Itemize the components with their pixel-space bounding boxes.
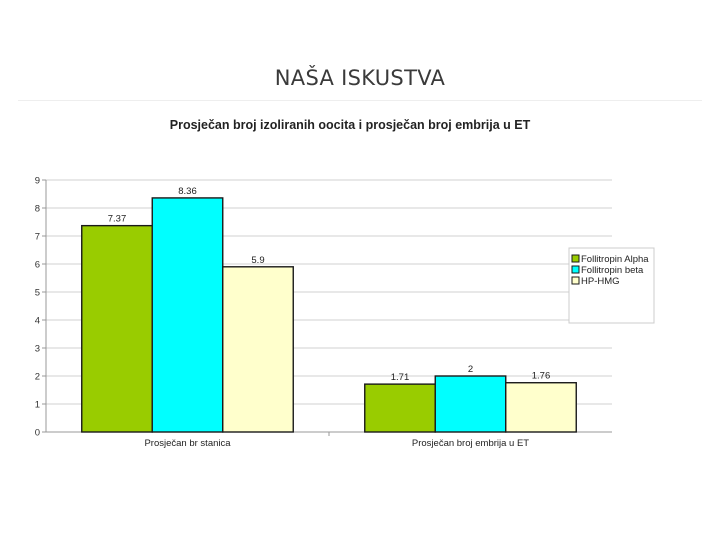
chart-title: Prosječan broj izoliranih oocita i prosj… <box>170 118 531 132</box>
bar-follitropin-beta <box>151 197 224 433</box>
legend-swatch <box>571 265 580 274</box>
legend-swatch <box>571 254 580 263</box>
y-tick-label: 9 <box>35 176 40 187</box>
bar-hp-hmg <box>222 266 294 433</box>
data-label: 1.71 <box>391 372 410 383</box>
y-tick-label: 8 <box>35 204 40 215</box>
data-labels: 7.37 8.36 5.9 1.71 2 1.76 <box>108 186 551 383</box>
y-tick-label: 5 <box>35 288 40 299</box>
y-tick-label: 3 <box>35 344 40 355</box>
y-tick-label: 4 <box>35 316 40 327</box>
legend-label: Follitropin beta <box>581 265 644 276</box>
bar-hp-hmg <box>505 382 577 433</box>
y-tick-label: 1 <box>35 400 40 411</box>
legend-label: Follitropin Alpha <box>581 254 649 265</box>
legend-box <box>568 247 655 324</box>
y-tick-label: 2 <box>35 372 40 383</box>
data-label: 1.76 <box>532 371 551 382</box>
data-label: 8.36 <box>178 186 197 197</box>
y-tick-label: 6 <box>35 260 40 271</box>
title-divider <box>18 100 702 101</box>
legend-swatch <box>571 276 580 285</box>
bar-follitropin-alpha <box>364 383 436 433</box>
category-label: Prosječan broj embrija u ET <box>412 438 529 449</box>
category-label: Prosječan br stanica <box>144 438 231 449</box>
data-label: 2 <box>468 364 473 375</box>
legend-label: HP-HMG <box>581 276 620 287</box>
data-label: 5.9 <box>251 255 264 266</box>
y-tick-label: 7 <box>35 232 40 243</box>
bars <box>81 197 577 433</box>
slide-title: NAŠA ISKUSTVA <box>274 66 446 90</box>
y-tick-label: 0 <box>35 428 40 439</box>
bar-follitropin-beta <box>434 375 507 433</box>
bar-follitropin-alpha <box>81 224 153 433</box>
data-label: 7.37 <box>108 214 127 225</box>
